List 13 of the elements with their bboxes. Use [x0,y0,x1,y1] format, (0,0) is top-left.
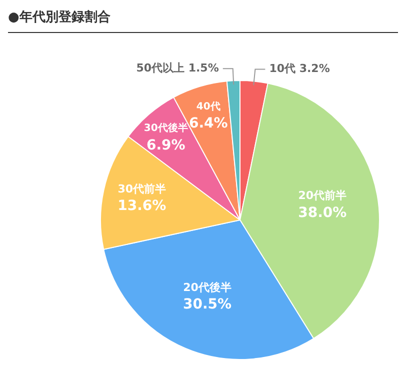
data-label: 30.5% [182,296,232,313]
data-label: 13.6% [118,198,166,214]
slice-label: 50代以上 1.5% [136,62,219,75]
data-label: 38.0% [298,204,347,221]
slice-label: 30代前半 [118,182,166,196]
data-label: 6.9% [146,137,186,154]
slice-label: 10代 3.2% [269,62,330,76]
data-label: 6.4% [188,116,228,132]
slice-label: 30代後半 [144,122,188,134]
chart-title: ●年代別登録割合 [8,8,398,33]
slice-label: 40代 [196,100,220,112]
slice-label: 20代前半 [298,189,347,202]
slice-label: 20代後半 [183,280,232,294]
